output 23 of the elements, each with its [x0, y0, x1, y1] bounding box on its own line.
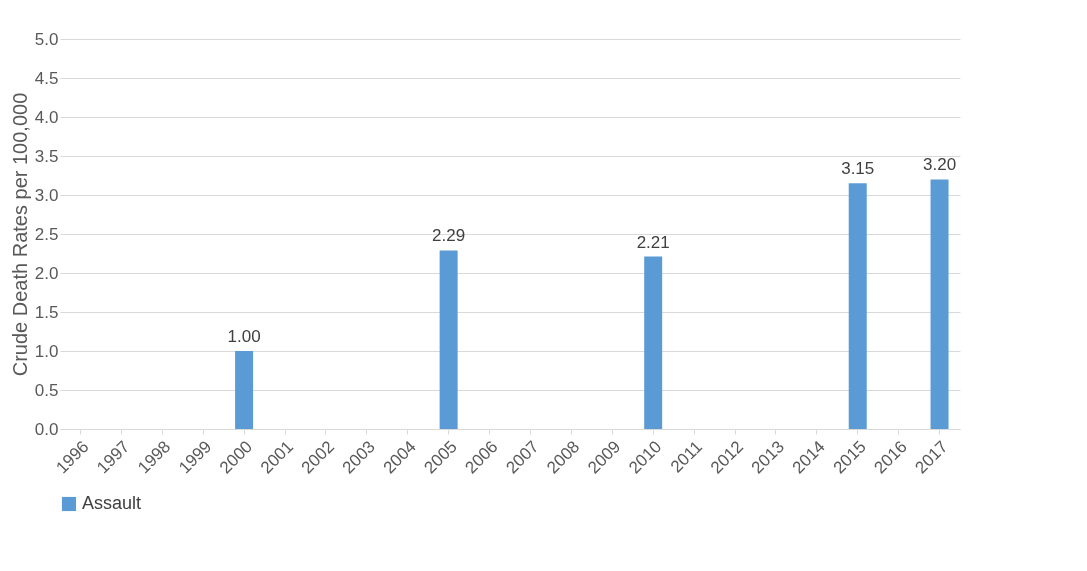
data-label: 2.21 — [636, 232, 670, 252]
y-tick-label: 1.0 — [34, 341, 59, 361]
bar — [848, 183, 867, 429]
data-label: 3.15 — [841, 159, 875, 179]
y-tick-label: 2.0 — [34, 263, 59, 283]
y-tick-label: 5.0 — [34, 29, 59, 49]
data-label: 2.29 — [432, 226, 466, 246]
bar — [235, 351, 254, 429]
y-tick-label: 0.0 — [34, 419, 59, 439]
bar — [930, 179, 949, 429]
y-tick-label: 3.0 — [34, 185, 59, 205]
legend-label: Assault — [82, 493, 142, 513]
y-tick-label: 2.5 — [34, 224, 59, 244]
y-axis-title: Crude Death Rates per 100,000 — [8, 92, 31, 377]
data-label: 3.20 — [923, 155, 957, 175]
y-tick-label: 1.5 — [34, 302, 59, 322]
data-label: 1.00 — [227, 327, 261, 346]
y-tick-label: 4.0 — [34, 107, 59, 127]
y-tick-label: 0.5 — [34, 380, 59, 400]
bar — [439, 250, 458, 429]
bar — [644, 256, 663, 429]
y-tick-label: 3.5 — [34, 146, 59, 166]
y-tick-label: 4.5 — [34, 68, 59, 88]
